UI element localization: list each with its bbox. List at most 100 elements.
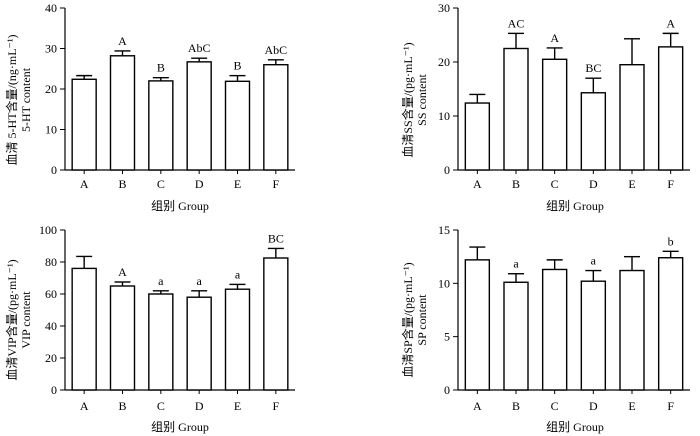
bar-d	[186, 61, 212, 171]
x-tick-label: A	[473, 177, 482, 191]
x-tick-label: C	[157, 177, 165, 191]
bar-c	[541, 268, 568, 391]
bar-f	[657, 257, 684, 391]
y-tick-label: 0	[51, 163, 57, 177]
significance-label: AC	[508, 16, 525, 30]
x-tick-label: F	[272, 399, 279, 413]
bar-b	[503, 281, 529, 391]
y-tick-label: 0	[51, 383, 57, 397]
y-tick-label: 0	[444, 383, 450, 397]
bar-f	[657, 46, 684, 171]
x-tick-label: D	[589, 177, 598, 191]
significance-label: A	[118, 265, 127, 279]
y-axis-title-cn: 血清 5-HT含量/(ng·mL⁻¹)	[4, 35, 19, 166]
significance-label: B	[157, 61, 165, 75]
bar-a	[464, 259, 491, 391]
x-axis-title: 组别 Group	[546, 420, 604, 434]
x-tick-label: A	[80, 177, 89, 191]
significance-label: a	[235, 267, 241, 281]
y-tick-label: 15	[438, 223, 450, 237]
significance-label: a	[197, 274, 203, 288]
y-tick-label: 30	[438, 1, 450, 15]
x-axis-title: 组别 Group	[546, 199, 604, 213]
y-tick-label: 10	[438, 276, 450, 290]
x-tick-label: D	[589, 399, 598, 413]
x-tick-label: F	[272, 177, 279, 191]
significance-label: A	[666, 16, 675, 30]
y-tick-label: 0	[444, 163, 450, 177]
bar-c	[541, 58, 568, 171]
x-axis-title: 组别 Group	[151, 199, 209, 213]
x-tick-label: D	[195, 399, 204, 413]
significance-label: B	[233, 59, 241, 73]
chart-panel-sp: 血清SP含量/(pg·mL⁻¹) SP content 组别 Group 0 5 1…	[400, 223, 690, 434]
y-axis-title-en: 5-HT content	[19, 67, 33, 132]
bar-f	[263, 63, 289, 171]
bar-c	[148, 293, 174, 391]
x-tick-label: E	[628, 399, 635, 413]
x-tick-label: B	[512, 177, 520, 191]
bar-d	[580, 280, 607, 391]
significance-label: a	[158, 274, 164, 288]
bar-b	[109, 285, 136, 391]
bar-e	[619, 269, 645, 391]
x-tick-label: F	[667, 177, 674, 191]
y-tick-label: 10	[45, 123, 57, 137]
bar-e	[224, 288, 251, 391]
x-tick-label: E	[628, 177, 635, 191]
bar-d	[580, 92, 607, 171]
significance-label: BC	[585, 61, 601, 75]
x-tick-label: E	[234, 177, 241, 191]
bar-f	[263, 257, 289, 391]
y-tick-label: 60	[45, 287, 57, 301]
x-tick-label: C	[551, 399, 559, 413]
bar-c	[148, 80, 174, 171]
y-axis-title-cn: 血清SP含量/(pg·mL⁻¹)	[400, 262, 415, 377]
y-axis-title-cn: 血清VIP含量/(pg·mL⁻¹)	[4, 259, 19, 380]
bar-a	[71, 78, 97, 171]
significance-label: a	[513, 257, 519, 271]
chart-panel-vip: 血清VIP含量/(pg·mL⁻¹) VIP content 组别 Group 0…	[4, 223, 295, 434]
bar-a	[464, 102, 491, 171]
bar-b	[109, 55, 136, 171]
significance-label: b	[668, 234, 674, 248]
x-tick-label: C	[551, 177, 559, 191]
chart-panel-ss: 血清SS含量/(pg·mL⁻¹) SS content 组别 Group 0 10…	[400, 1, 690, 213]
bar-d	[186, 296, 212, 391]
x-tick-label: A	[80, 399, 89, 413]
y-axis-title-cn: 血清SS含量/(pg·mL⁻¹)	[400, 42, 415, 157]
significance-label: a	[591, 254, 597, 268]
y-tick-label: 5	[444, 330, 450, 344]
bar-a	[71, 267, 97, 391]
y-tick-label: 40	[45, 1, 57, 15]
x-tick-label: C	[157, 399, 165, 413]
significance-label: A	[550, 31, 559, 45]
y-tick-label: 40	[45, 319, 57, 333]
y-tick-label: 30	[45, 42, 57, 56]
x-tick-label: D	[195, 177, 204, 191]
significance-label: BC	[268, 231, 284, 245]
y-tick-label: 80	[45, 255, 57, 269]
y-tick-label: 20	[45, 351, 57, 365]
y-axis-title-en: SS content	[415, 74, 429, 126]
y-axis-title-en: VIP content	[19, 291, 33, 349]
significance-label: A	[118, 34, 127, 48]
x-tick-label: B	[118, 399, 126, 413]
y-tick-label: 20	[45, 82, 57, 96]
y-tick-label: 20	[438, 55, 450, 69]
x-axis-title: 组别 Group	[151, 420, 209, 434]
x-tick-label: E	[234, 399, 241, 413]
x-tick-label: B	[118, 177, 126, 191]
bar-e	[619, 63, 645, 171]
x-tick-label: B	[512, 399, 520, 413]
y-tick-label: 10	[438, 109, 450, 123]
y-tick-label: 100	[39, 223, 57, 237]
bar-e	[224, 80, 251, 171]
significance-label: AbC	[188, 41, 211, 55]
significance-label: AbC	[264, 43, 287, 57]
bar-b	[503, 47, 529, 171]
y-axis-title-en: SP content	[415, 294, 429, 346]
x-tick-label: F	[667, 399, 674, 413]
x-tick-label: A	[473, 399, 482, 413]
